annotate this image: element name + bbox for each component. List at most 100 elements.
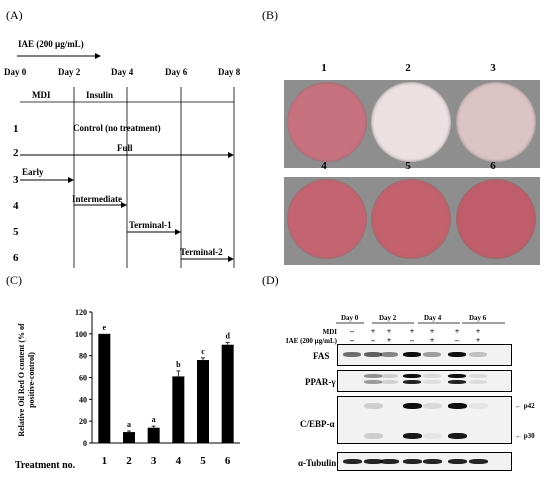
iae-sign: – [455, 336, 459, 345]
y-tick-label: 60 [79, 374, 87, 383]
y-tick-label: 80 [79, 352, 87, 361]
significance-letter: a [127, 420, 131, 429]
iae-sign: – [350, 336, 354, 345]
significance-letter: b [176, 360, 181, 369]
pparg-band-top [423, 374, 441, 378]
cebpa-p30-band [363, 433, 383, 439]
petri-dish [456, 179, 536, 259]
bar [172, 376, 185, 443]
fas-band [364, 352, 382, 357]
x-tick-label: 4 [176, 455, 182, 467]
iae-label: IAE (200 µg/mL) [18, 39, 84, 49]
pparg-band-bottom [364, 380, 382, 384]
iae-sign: + [429, 336, 435, 345]
mdi-sign: + [429, 327, 435, 336]
tubulin-band [422, 459, 442, 464]
row-number: 3 [13, 174, 19, 186]
x-tick-label: 5 [200, 455, 206, 467]
timeline-lines [17, 53, 235, 268]
pparg-blot [337, 370, 512, 392]
dish-label: 6 [490, 160, 496, 172]
mdi-sign: + [409, 327, 415, 336]
panel-label-c: (C) [6, 273, 22, 287]
petri-dish [371, 82, 451, 162]
day-label: Day 6 [165, 67, 188, 77]
row-number: 2 [13, 147, 19, 159]
fas-band [448, 352, 466, 357]
dish-label: 5 [405, 160, 411, 172]
petri-dish [287, 179, 367, 259]
row-label: Early [22, 167, 44, 177]
cebpa-p42-band [468, 403, 488, 409]
row-label: Terminal-2 [180, 247, 223, 257]
pparg-band-top [364, 374, 382, 378]
cebpa-p30-band [422, 433, 442, 439]
bar [98, 333, 111, 443]
significance-letter: a [152, 415, 156, 424]
x-tick-label: 3 [151, 455, 157, 467]
dish-label: 3 [490, 62, 496, 74]
fas-band [403, 352, 421, 357]
dish-label: 1 [321, 62, 327, 74]
bar [147, 427, 160, 443]
mdi-sign: – [350, 327, 354, 336]
fas-band [380, 352, 398, 357]
pparg-band-top [469, 374, 487, 378]
cebpa-p42-band [363, 403, 383, 409]
protein-label: C/EBP-α [300, 419, 335, 429]
significance-letter: d [225, 332, 230, 341]
day-label: Day 2 [58, 67, 81, 77]
mdi-sign: + [454, 327, 460, 336]
protein-label: PPAR-γ [305, 377, 336, 387]
y-tick-label: 0 [83, 439, 87, 448]
day-label: Day 8 [218, 67, 241, 77]
y-tick-label: 20 [79, 417, 87, 426]
day-label: Day 0 [4, 67, 27, 77]
y-tick-label: 100 [75, 330, 87, 339]
bar [123, 432, 135, 443]
pparg-band-bottom [423, 380, 441, 384]
mdi-label: MDI [322, 328, 337, 336]
iae-row-label: IAE (200 µg/mL) [285, 337, 337, 345]
iae-sign: + [386, 336, 392, 345]
mdi-sign: + [386, 327, 392, 336]
cebpa-p30-band [447, 433, 467, 439]
pparg-band-top [403, 374, 421, 378]
bar [221, 344, 234, 443]
petri-dish [371, 179, 451, 259]
row-number: 4 [13, 200, 19, 212]
bar-chart: 0 20 40 60 80 100 120 e 1 a 2 a 3 b 4 c 5 d 6 [75, 308, 240, 467]
pparg-band-bottom [448, 380, 466, 384]
iae-sign: – [410, 336, 414, 345]
iae-sign: – [371, 336, 375, 345]
bar [197, 360, 209, 443]
fas-band [469, 352, 487, 357]
blot-day: Day 6 [469, 314, 487, 322]
row-label: Terminal-1 [129, 220, 172, 230]
tubulin-band [468, 459, 488, 464]
blot-day: Day 2 [379, 314, 397, 322]
dish-label: 2 [405, 62, 411, 74]
y-tick-label: 40 [79, 395, 87, 404]
significance-letter: e [103, 323, 107, 332]
protein-label: α-Tubulin [298, 458, 337, 468]
cebpa-p42-band [402, 403, 422, 409]
significance-letter: c [201, 347, 205, 356]
x-tick-label: 1 [102, 455, 108, 467]
fas-band [343, 352, 361, 357]
pparg-band-bottom [469, 380, 487, 384]
pparg-band-bottom [380, 380, 398, 384]
row-label: Control (no treatment) [73, 123, 161, 133]
protein-label: FAS [313, 351, 330, 361]
iae-sign: + [475, 336, 481, 345]
tubulin-band [379, 459, 399, 464]
panel-label-a: (A) [6, 8, 23, 22]
cebpa-p42-band [447, 403, 467, 409]
tubulin-band [363, 459, 383, 464]
x-tick-label: 2 [126, 455, 132, 467]
cebpa-p30-band [402, 433, 422, 439]
phase-mdi: MDI [32, 90, 51, 100]
petri-dish [456, 82, 536, 162]
mdi-sign: + [475, 327, 481, 336]
x-tick-label: 6 [225, 455, 231, 467]
